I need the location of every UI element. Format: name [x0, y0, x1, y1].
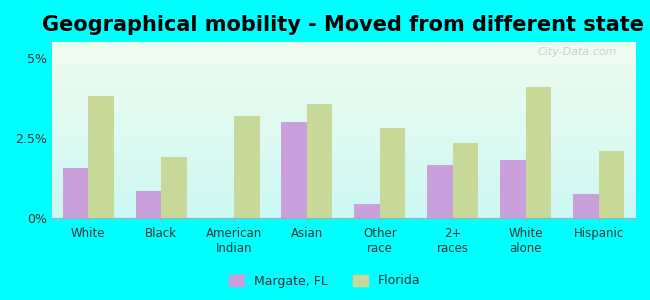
Bar: [526, 87, 551, 218]
Bar: [234, 116, 259, 218]
Bar: [380, 128, 406, 218]
Bar: [161, 157, 187, 218]
Bar: [281, 122, 307, 218]
Bar: [427, 165, 453, 218]
Bar: [62, 168, 88, 218]
Bar: [427, 165, 453, 218]
Bar: [573, 194, 599, 218]
Bar: [307, 104, 332, 218]
Bar: [500, 160, 526, 218]
Bar: [307, 104, 332, 218]
Bar: [500, 160, 526, 218]
Text: City-Data.com: City-Data.com: [538, 47, 617, 57]
Bar: [599, 151, 624, 218]
Legend: Margate, FL, Florida: Margate, FL, Florida: [223, 268, 427, 294]
Bar: [573, 194, 599, 218]
Bar: [453, 143, 478, 218]
Bar: [599, 151, 624, 218]
Bar: [380, 128, 406, 218]
Bar: [281, 122, 307, 218]
Bar: [88, 97, 114, 218]
Bar: [136, 191, 161, 218]
Bar: [136, 191, 161, 218]
Bar: [354, 204, 380, 218]
Title: Geographical mobility - Moved from different state: Geographical mobility - Moved from diffe…: [42, 15, 644, 35]
Bar: [354, 204, 380, 218]
Bar: [234, 116, 259, 218]
Bar: [62, 168, 88, 218]
Bar: [526, 87, 551, 218]
Bar: [453, 143, 478, 218]
Bar: [88, 97, 114, 218]
Bar: [161, 157, 187, 218]
